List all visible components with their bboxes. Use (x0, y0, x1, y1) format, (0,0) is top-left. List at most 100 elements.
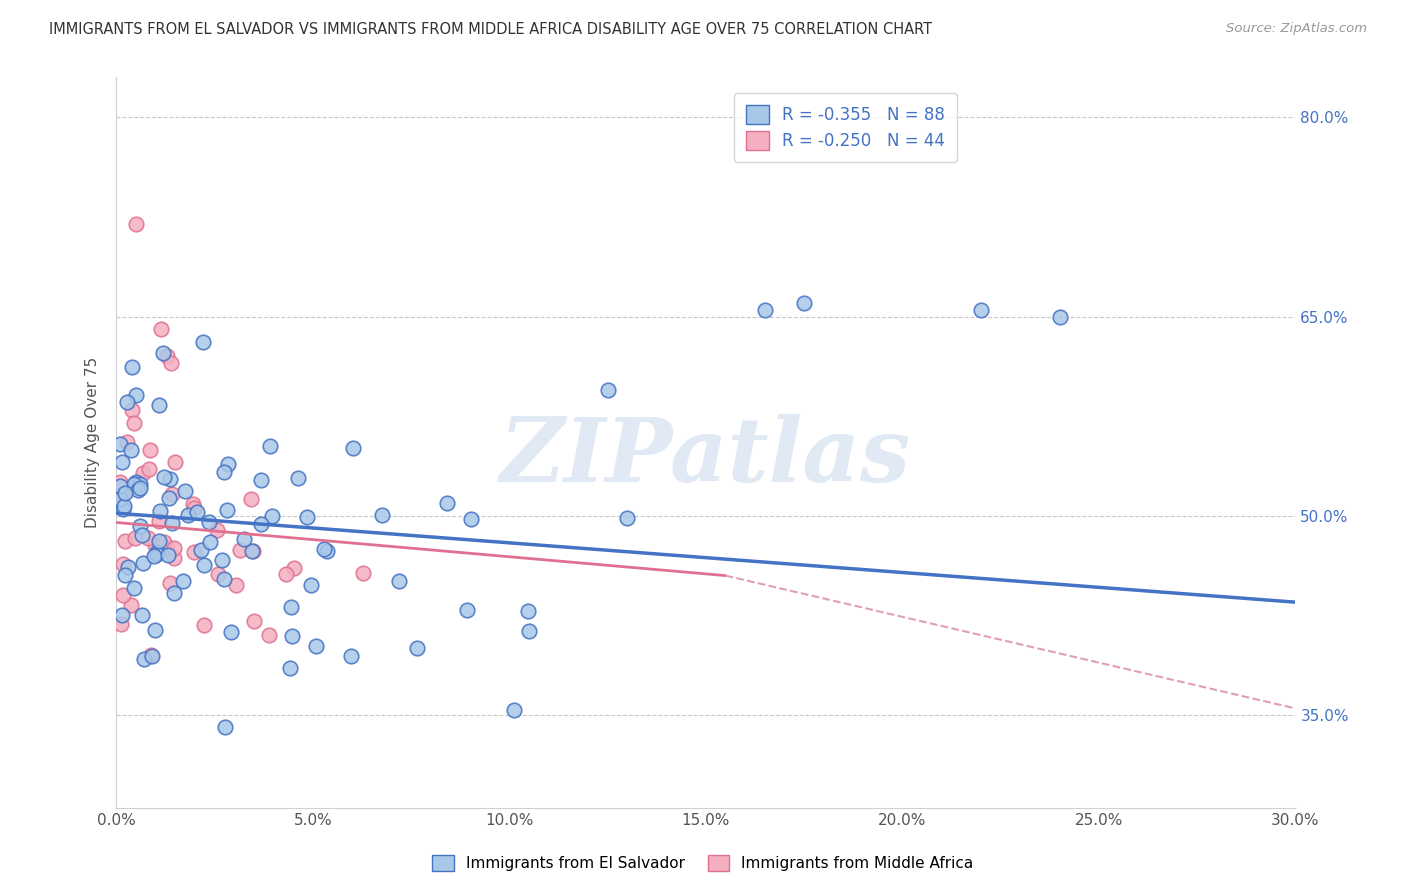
Point (111, 455, 134, 469)
Point (143, 538, 166, 552)
Point (436, 496, 458, 510)
Point (114, 534, 136, 549)
Point (406, 640, 429, 655)
Point (114, 568, 136, 582)
Point (148, 398, 170, 412)
Point (517, 604, 540, 618)
Point (159, 575, 181, 590)
Point (127, 483, 149, 498)
Point (121, 402, 143, 417)
Point (108, 491, 131, 506)
Point (115, 395, 138, 409)
Point (124, 416, 146, 430)
Point (242, 544, 264, 558)
Point (111, 607, 134, 622)
Point (131, 556, 153, 570)
Point (163, 541, 186, 555)
Legend: R = -0.355   N = 88, R = -0.250   N = 44: R = -0.355 N = 88, R = -0.250 N = 44 (734, 93, 957, 161)
Point (596, 383, 619, 397)
Point (122, 581, 145, 595)
Point (314, 542, 336, 557)
Text: IMMIGRANTS FROM EL SALVADOR VS IMMIGRANTS FROM MIDDLE AFRICA DISABILITY AGE OVER: IMMIGRANTS FROM EL SALVADOR VS IMMIGRANT… (49, 22, 932, 37)
Point (280, 599, 302, 614)
Point (160, 516, 183, 531)
Point (163, 550, 186, 565)
Point (157, 548, 180, 562)
Point (339, 648, 361, 663)
Point (142, 549, 165, 563)
Point (131, 527, 153, 541)
Point (129, 519, 152, 533)
Point (129, 476, 152, 491)
Point (124, 531, 146, 545)
Point (110, 617, 132, 632)
Point (1049, 310, 1071, 324)
Point (146, 547, 169, 561)
Point (149, 322, 172, 336)
Point (316, 543, 339, 558)
Point (259, 439, 281, 453)
Point (117, 434, 139, 449)
Point (342, 441, 364, 455)
Point (207, 523, 229, 537)
Point (117, 560, 139, 574)
Point (108, 475, 131, 490)
Point (152, 345, 174, 359)
Point (260, 509, 283, 524)
Point (193, 618, 215, 632)
Point (240, 492, 263, 507)
Point (233, 532, 256, 546)
Point (157, 491, 180, 505)
Point (352, 566, 374, 580)
Point (160, 356, 183, 370)
Text: Source: ZipAtlas.com: Source: ZipAtlas.com (1226, 22, 1367, 36)
Point (139, 648, 162, 662)
Point (146, 545, 169, 559)
Point (460, 512, 482, 526)
Point (156, 350, 179, 364)
Point (125, 475, 148, 490)
Point (163, 585, 186, 599)
Point (172, 574, 194, 589)
Point (281, 629, 304, 643)
Point (191, 335, 214, 350)
Point (153, 535, 176, 549)
Point (211, 553, 233, 567)
Point (243, 614, 266, 628)
Point (186, 504, 208, 518)
Text: ZIPatlas: ZIPatlas (501, 414, 911, 500)
Point (616, 511, 638, 525)
Point (111, 557, 134, 571)
Point (456, 603, 478, 617)
Point (257, 628, 280, 642)
Point (250, 473, 273, 487)
Point (152, 470, 174, 484)
Point (519, 624, 541, 638)
Point (155, 540, 177, 554)
Point (112, 499, 135, 513)
Point (250, 516, 273, 531)
Legend: Immigrants from El Salvador, Immigrants from Middle Africa: Immigrants from El Salvador, Immigrants … (426, 849, 980, 877)
Point (136, 532, 159, 546)
Point (114, 485, 136, 500)
Point (131, 608, 153, 623)
Point (112, 501, 135, 516)
Point (214, 720, 236, 734)
Point (212, 573, 235, 587)
Point (148, 533, 170, 548)
Point (371, 508, 394, 523)
Point (120, 442, 142, 457)
Point (278, 661, 301, 675)
Point (970, 302, 993, 317)
Point (212, 466, 235, 480)
Point (297, 510, 319, 524)
Point (215, 503, 238, 517)
Point (207, 567, 229, 582)
Point (502, 703, 524, 717)
Point (283, 560, 305, 574)
Point (183, 501, 205, 516)
Point (225, 578, 247, 592)
Point (793, 296, 815, 310)
Point (276, 567, 298, 582)
Point (134, 652, 156, 666)
